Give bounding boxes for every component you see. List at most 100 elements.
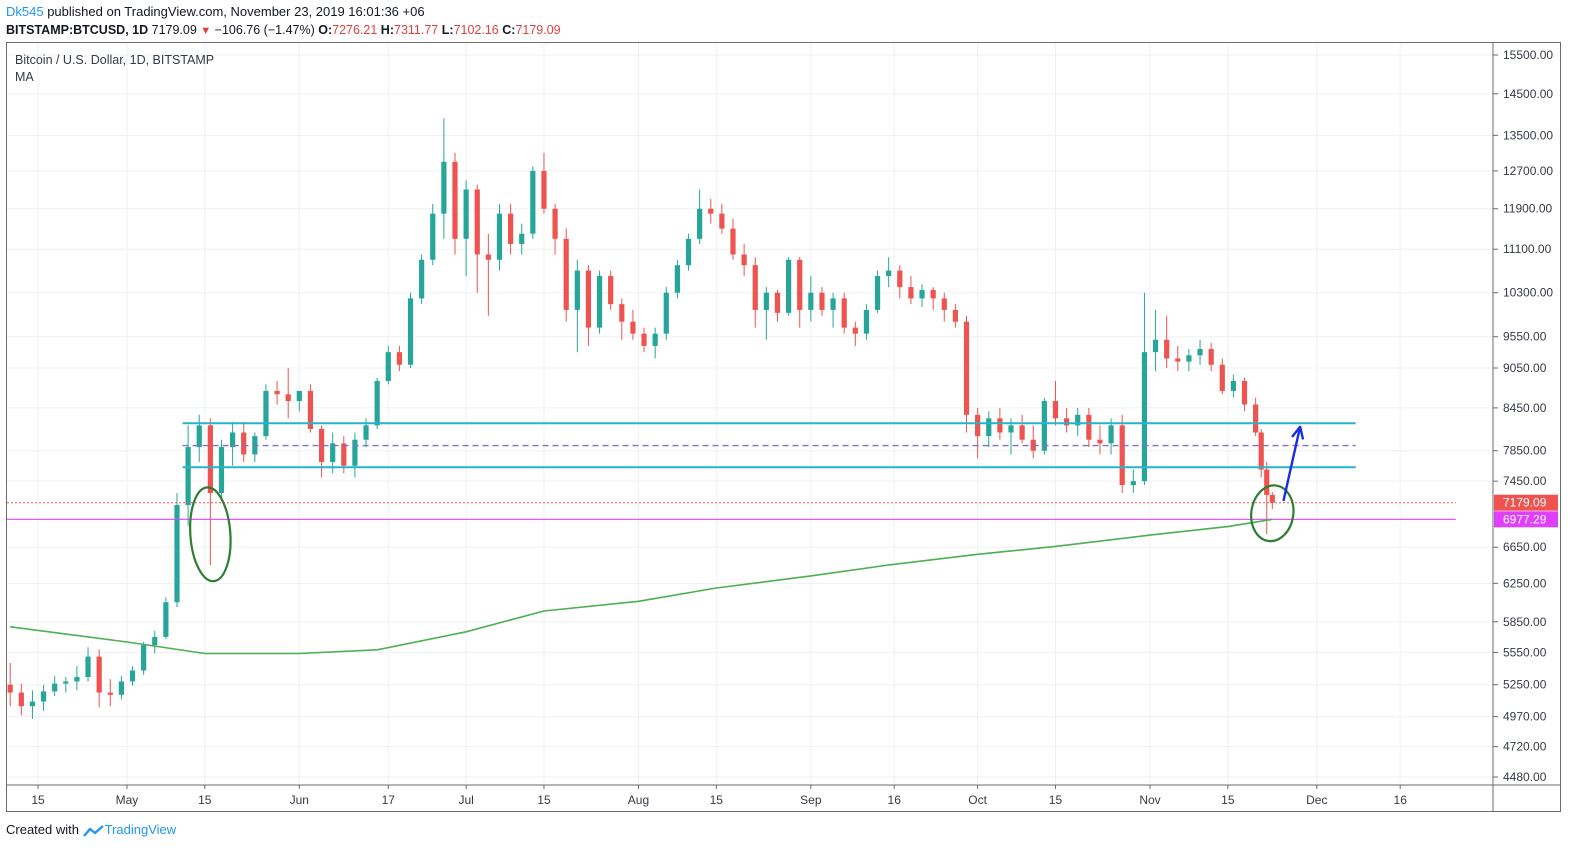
candle-body (1197, 349, 1203, 356)
candle-body (596, 276, 603, 328)
time-tick-label: Sep (800, 793, 822, 807)
candle-body (330, 443, 336, 462)
candle-body (163, 602, 169, 637)
candle-body (863, 309, 870, 334)
open-value: 7276.21 (332, 23, 378, 37)
price-tick-label: 5250.00 (1503, 678, 1547, 692)
candle-body (808, 292, 814, 310)
candle-body (241, 432, 247, 455)
candle-body (463, 189, 469, 239)
time-tick-label: 15 (198, 793, 212, 807)
chart-frame[interactable] (6, 42, 1561, 812)
price-tick-label: 10300.00 (1503, 286, 1553, 300)
candle-body (352, 439, 358, 466)
time-tick-label: Nov (1139, 793, 1160, 807)
time-tick-label: Jun (290, 793, 309, 807)
price-label-text: 6977.29 (1503, 512, 1547, 526)
time-tick-label: Oct (968, 793, 987, 807)
up-arrow-shaft (1282, 426, 1302, 502)
candle-body (129, 670, 136, 682)
close-value: 7179.09 (515, 23, 561, 37)
price-change: −106.76 (−1.47%) (214, 23, 315, 37)
candle-body (285, 394, 291, 402)
candle-body (619, 304, 625, 322)
candle-body (107, 692, 113, 695)
candle-body (630, 321, 636, 334)
candle-body (986, 418, 992, 437)
price-label-box (1494, 494, 1558, 511)
candle-body (1130, 481, 1136, 486)
candle-body (96, 656, 102, 693)
candle-body (296, 390, 302, 402)
tradingview-brand[interactable]: TradingView (104, 822, 177, 837)
candle-body (1208, 349, 1214, 365)
candle-body (952, 309, 958, 322)
price-label-box (1494, 511, 1558, 528)
published-text: published on TradingView.com, November 2… (43, 4, 425, 19)
candle-body (1164, 339, 1170, 359)
close-label: C: (502, 23, 516, 37)
time-axis: 15 May 15 Jun 17 Jul 15 Aug 15 Sep 16 Oct 15 Nov 15 Dec… (7, 784, 1561, 807)
price-tick-label: 11900.00 (1503, 202, 1552, 216)
indicator-label: MA (15, 70, 34, 84)
candle-body (1052, 401, 1059, 419)
annotations (189, 425, 1305, 583)
candle-body (908, 287, 914, 299)
candle-body (1097, 439, 1103, 444)
price-tick-label: 4480.00 (1503, 770, 1547, 784)
author-link[interactable]: Dk545 (6, 4, 44, 19)
price-tick-label: 12700.00 (1503, 164, 1553, 178)
candle-body (1219, 364, 1225, 391)
candle-body (797, 259, 803, 310)
candle-body (474, 189, 480, 255)
price-tick-label: 15500.00 (1503, 48, 1553, 62)
candle-body (185, 447, 191, 506)
candle-body (886, 270, 892, 277)
candle-body (363, 425, 369, 440)
candle-body (975, 414, 981, 437)
price-tick-label: 9550.00 (1503, 330, 1547, 344)
time-tick-label: 15 (537, 793, 551, 807)
candle-body (1075, 414, 1081, 426)
candle-body (941, 298, 947, 310)
time-tick-label: Jul (458, 793, 473, 807)
candle-body (719, 213, 725, 229)
open-label: O: (318, 23, 333, 37)
candle-body (207, 425, 213, 493)
candle-body (1064, 418, 1070, 426)
last-price: 7179.09 (151, 23, 197, 37)
horizontal-lines (7, 422, 1456, 520)
highlight-circle (1250, 484, 1295, 543)
candle-body (419, 259, 425, 299)
candle-body (1241, 380, 1248, 405)
candle-body (663, 292, 669, 334)
price-tick-label: 4720.00 (1503, 740, 1547, 754)
candle-body (1108, 425, 1114, 444)
high-value: 7311.77 (394, 23, 439, 37)
candle-body (774, 292, 781, 313)
price-tick-label: 14500.00 (1503, 87, 1553, 101)
price-tick-label: 13500.00 (1503, 128, 1553, 142)
candle-body (652, 333, 658, 346)
candle-body (52, 683, 58, 692)
candle-body (574, 270, 580, 310)
candle-body (1269, 494, 1275, 503)
publish-header: Dk545 published on TradingView.com, Nove… (6, 3, 1566, 39)
candle-body (1230, 380, 1236, 391)
candle-body (1086, 414, 1092, 440)
candle-body (730, 228, 736, 255)
candle-body (786, 259, 792, 313)
candle-body (752, 265, 758, 310)
candle-body (1041, 401, 1047, 451)
price-tick-label: 7850.00 (1503, 444, 1547, 458)
price-tick-label: 7450.00 (1503, 474, 1547, 488)
candle-body (897, 270, 903, 288)
candle-body (963, 321, 970, 415)
candle-body (63, 681, 69, 684)
candle-body (1186, 355, 1192, 362)
time-tick-label: 16 (888, 793, 902, 807)
candle-body (430, 213, 436, 260)
candle-body (852, 327, 858, 334)
price-tick-label: 6650.00 (1503, 540, 1547, 554)
